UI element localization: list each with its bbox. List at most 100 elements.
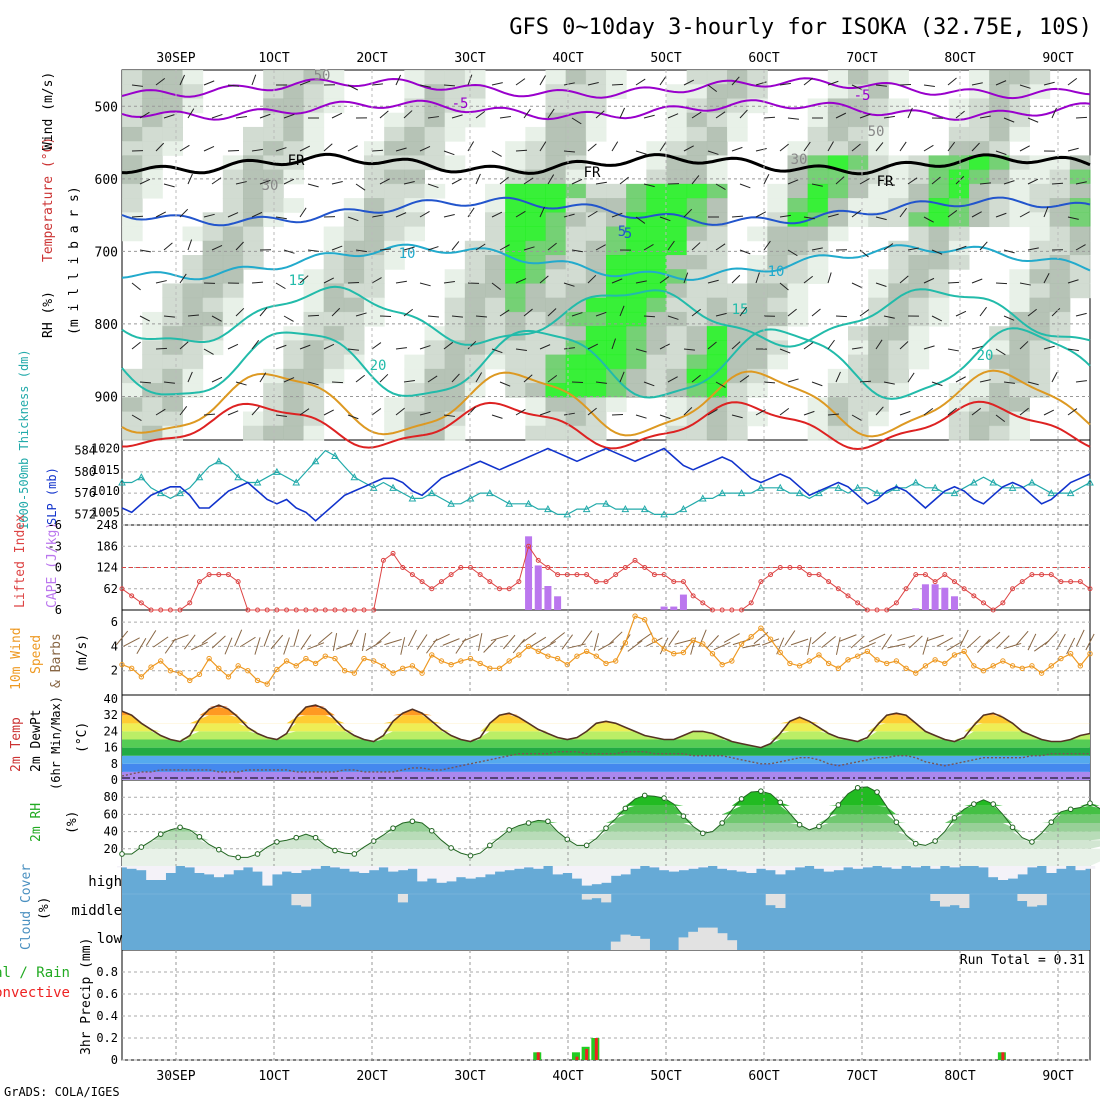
surface-wind-barb	[960, 630, 968, 646]
rh-shade-cell	[546, 212, 567, 227]
rh-shade-cell	[707, 241, 728, 256]
rh-shade-cell	[283, 355, 304, 370]
cloud-clear-cell	[214, 866, 224, 877]
bottom-date-tick: 7OCT	[846, 1069, 877, 1084]
rh-point	[139, 845, 144, 850]
cloud-clear-cell	[727, 866, 737, 870]
contour-label: 50	[314, 68, 331, 84]
upper-wind-barb	[948, 282, 959, 283]
rh-point	[913, 841, 918, 846]
rh-shade-cell	[546, 127, 567, 142]
bottom-date-tick: 5OCT	[650, 1069, 681, 1084]
temp-band-4	[122, 740, 1090, 748]
rh-shade-cell	[485, 184, 506, 199]
rh-shade-cell	[122, 227, 143, 242]
upper-wind-barb	[252, 282, 263, 283]
contour-label: FR	[877, 174, 894, 190]
rh-shade-cell	[525, 397, 546, 412]
rh-shade-cell	[868, 298, 889, 313]
upper-wind-barb	[204, 81, 214, 85]
temp-tick: 8	[111, 757, 118, 771]
rh-shade-cell	[566, 355, 587, 370]
rh-shade-cell	[404, 397, 425, 412]
cloud-clear-cell	[291, 866, 301, 873]
rh-shade-cell	[808, 170, 829, 185]
rh-shade-cell	[445, 355, 466, 370]
rh-shade-cell	[324, 369, 345, 384]
rh-shade-cell	[1009, 298, 1030, 313]
rh-shade-cell	[687, 170, 708, 185]
precip-ylabel-a: Total / Rain	[0, 965, 70, 981]
rh-shade-cell	[646, 198, 667, 213]
rh-shade-cell	[162, 141, 183, 156]
rh-tick: 20	[104, 842, 118, 856]
rh-shade-cell	[505, 141, 526, 156]
cloud-clear-cell	[301, 866, 311, 870]
rh-shade-cell	[828, 141, 849, 156]
li-tick: 0	[55, 561, 62, 575]
surface-wind-barb	[137, 638, 146, 654]
rh-shade-cell	[1009, 426, 1030, 441]
rh-shade-cell	[445, 426, 466, 441]
rh-shade-cell	[324, 227, 345, 242]
contour-label: 5	[618, 224, 626, 240]
bottom-date-tick: 4OCT	[552, 1069, 583, 1084]
rh-shade-cell	[667, 170, 688, 185]
upper-wind-barb	[948, 78, 957, 85]
cloud-clear-cell	[398, 866, 408, 870]
rh-shade-cell	[929, 155, 950, 170]
precip-tick: 0	[111, 1053, 118, 1067]
rh-shade-cell	[162, 340, 183, 355]
rh-shade-cell	[465, 326, 486, 341]
rh-shade-cell	[404, 355, 425, 370]
rh-shade-cell	[243, 127, 264, 142]
upper-wind-barb	[1076, 381, 1087, 382]
rh-shade-cell	[646, 326, 667, 341]
rh-shade-cell	[162, 70, 183, 85]
rh-shade-cell	[929, 255, 950, 270]
cloud-clear-cell	[756, 866, 766, 869]
cloud-level-high: high	[88, 874, 122, 890]
rh-shade-cell	[546, 141, 567, 156]
surface-wind-barb	[927, 635, 944, 641]
rh-shade-cell	[203, 255, 224, 270]
li-tick: -6	[48, 518, 62, 532]
cloud-clear-cell	[930, 866, 940, 869]
rh-shade-cell	[606, 184, 627, 199]
rh-shade-cell	[304, 369, 325, 384]
rh-shade-cell	[767, 283, 788, 298]
rh-shade-cell	[344, 255, 365, 270]
rh-shade-cell	[1009, 212, 1030, 227]
rh-shade-cell	[525, 212, 546, 227]
rh-shade-cell	[304, 127, 325, 142]
upper-wind-barb	[620, 108, 625, 118]
precip-tick: 0.6	[96, 987, 118, 1001]
rh-shade-cell	[848, 127, 869, 142]
rh-shade-cell	[1009, 283, 1030, 298]
surface-wind-barb	[724, 634, 740, 643]
upper-wind-barb	[812, 382, 822, 386]
upper-wind-barb	[308, 315, 319, 316]
rh-shade-cell	[525, 227, 546, 242]
rh-shade-cell	[687, 283, 708, 298]
rh-shade-cell	[788, 298, 809, 313]
rh-shade-cell	[304, 84, 325, 99]
rh-shade-cell	[1050, 255, 1071, 270]
rh-shade-cell	[203, 298, 224, 313]
rh-shade-cell	[888, 212, 909, 227]
upper-wind-barb	[740, 250, 750, 254]
cloud-low-cell	[611, 942, 621, 950]
rh-shade-cell	[949, 184, 970, 199]
cloud-clear-cell	[446, 866, 456, 881]
rh-shade-cell	[687, 312, 708, 327]
temp-tick: 32	[104, 708, 118, 722]
cloud-clear-cell	[408, 866, 418, 869]
rh-shade-cell	[747, 298, 768, 313]
rh-shade-cell	[888, 340, 909, 355]
rh-shade-cell	[122, 184, 143, 199]
upper-wind-barb	[164, 184, 175, 187]
top-date-tick: 4OCT	[552, 51, 583, 66]
rh-shade-cell	[304, 298, 325, 313]
rh-shade-cell	[223, 298, 244, 313]
